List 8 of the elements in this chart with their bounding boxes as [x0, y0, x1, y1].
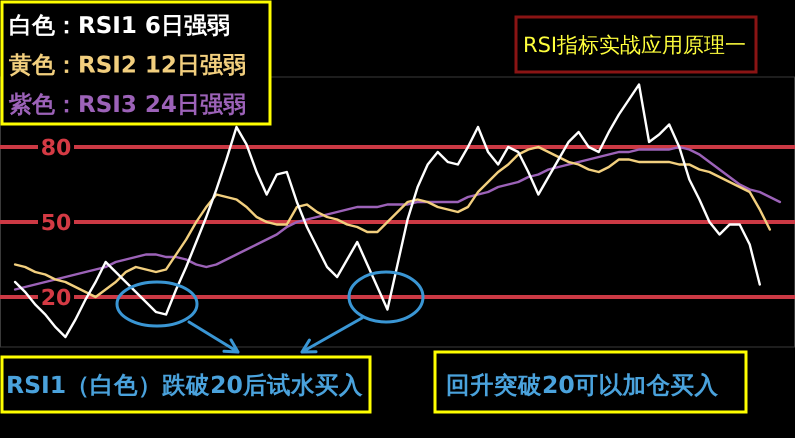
legend: 白色：RSI1 6日强弱 黄色：RSI2 12日强弱 紫色：RSI3 24日强弱 [0, 0, 272, 126]
annotation: RSI1（白色）跌破20后试水买入 [0, 356, 372, 414]
y-tick-label: 50 [40, 211, 72, 236]
y-tick-label: 80 [40, 136, 72, 161]
title: RSI指标实战应用原理一 [514, 16, 758, 74]
annotation: 回升突破20可以加仓买入 [434, 350, 748, 414]
y-tick-label: 20 [40, 286, 72, 311]
chart-title: RSI指标实战应用原理一 [523, 33, 746, 57]
